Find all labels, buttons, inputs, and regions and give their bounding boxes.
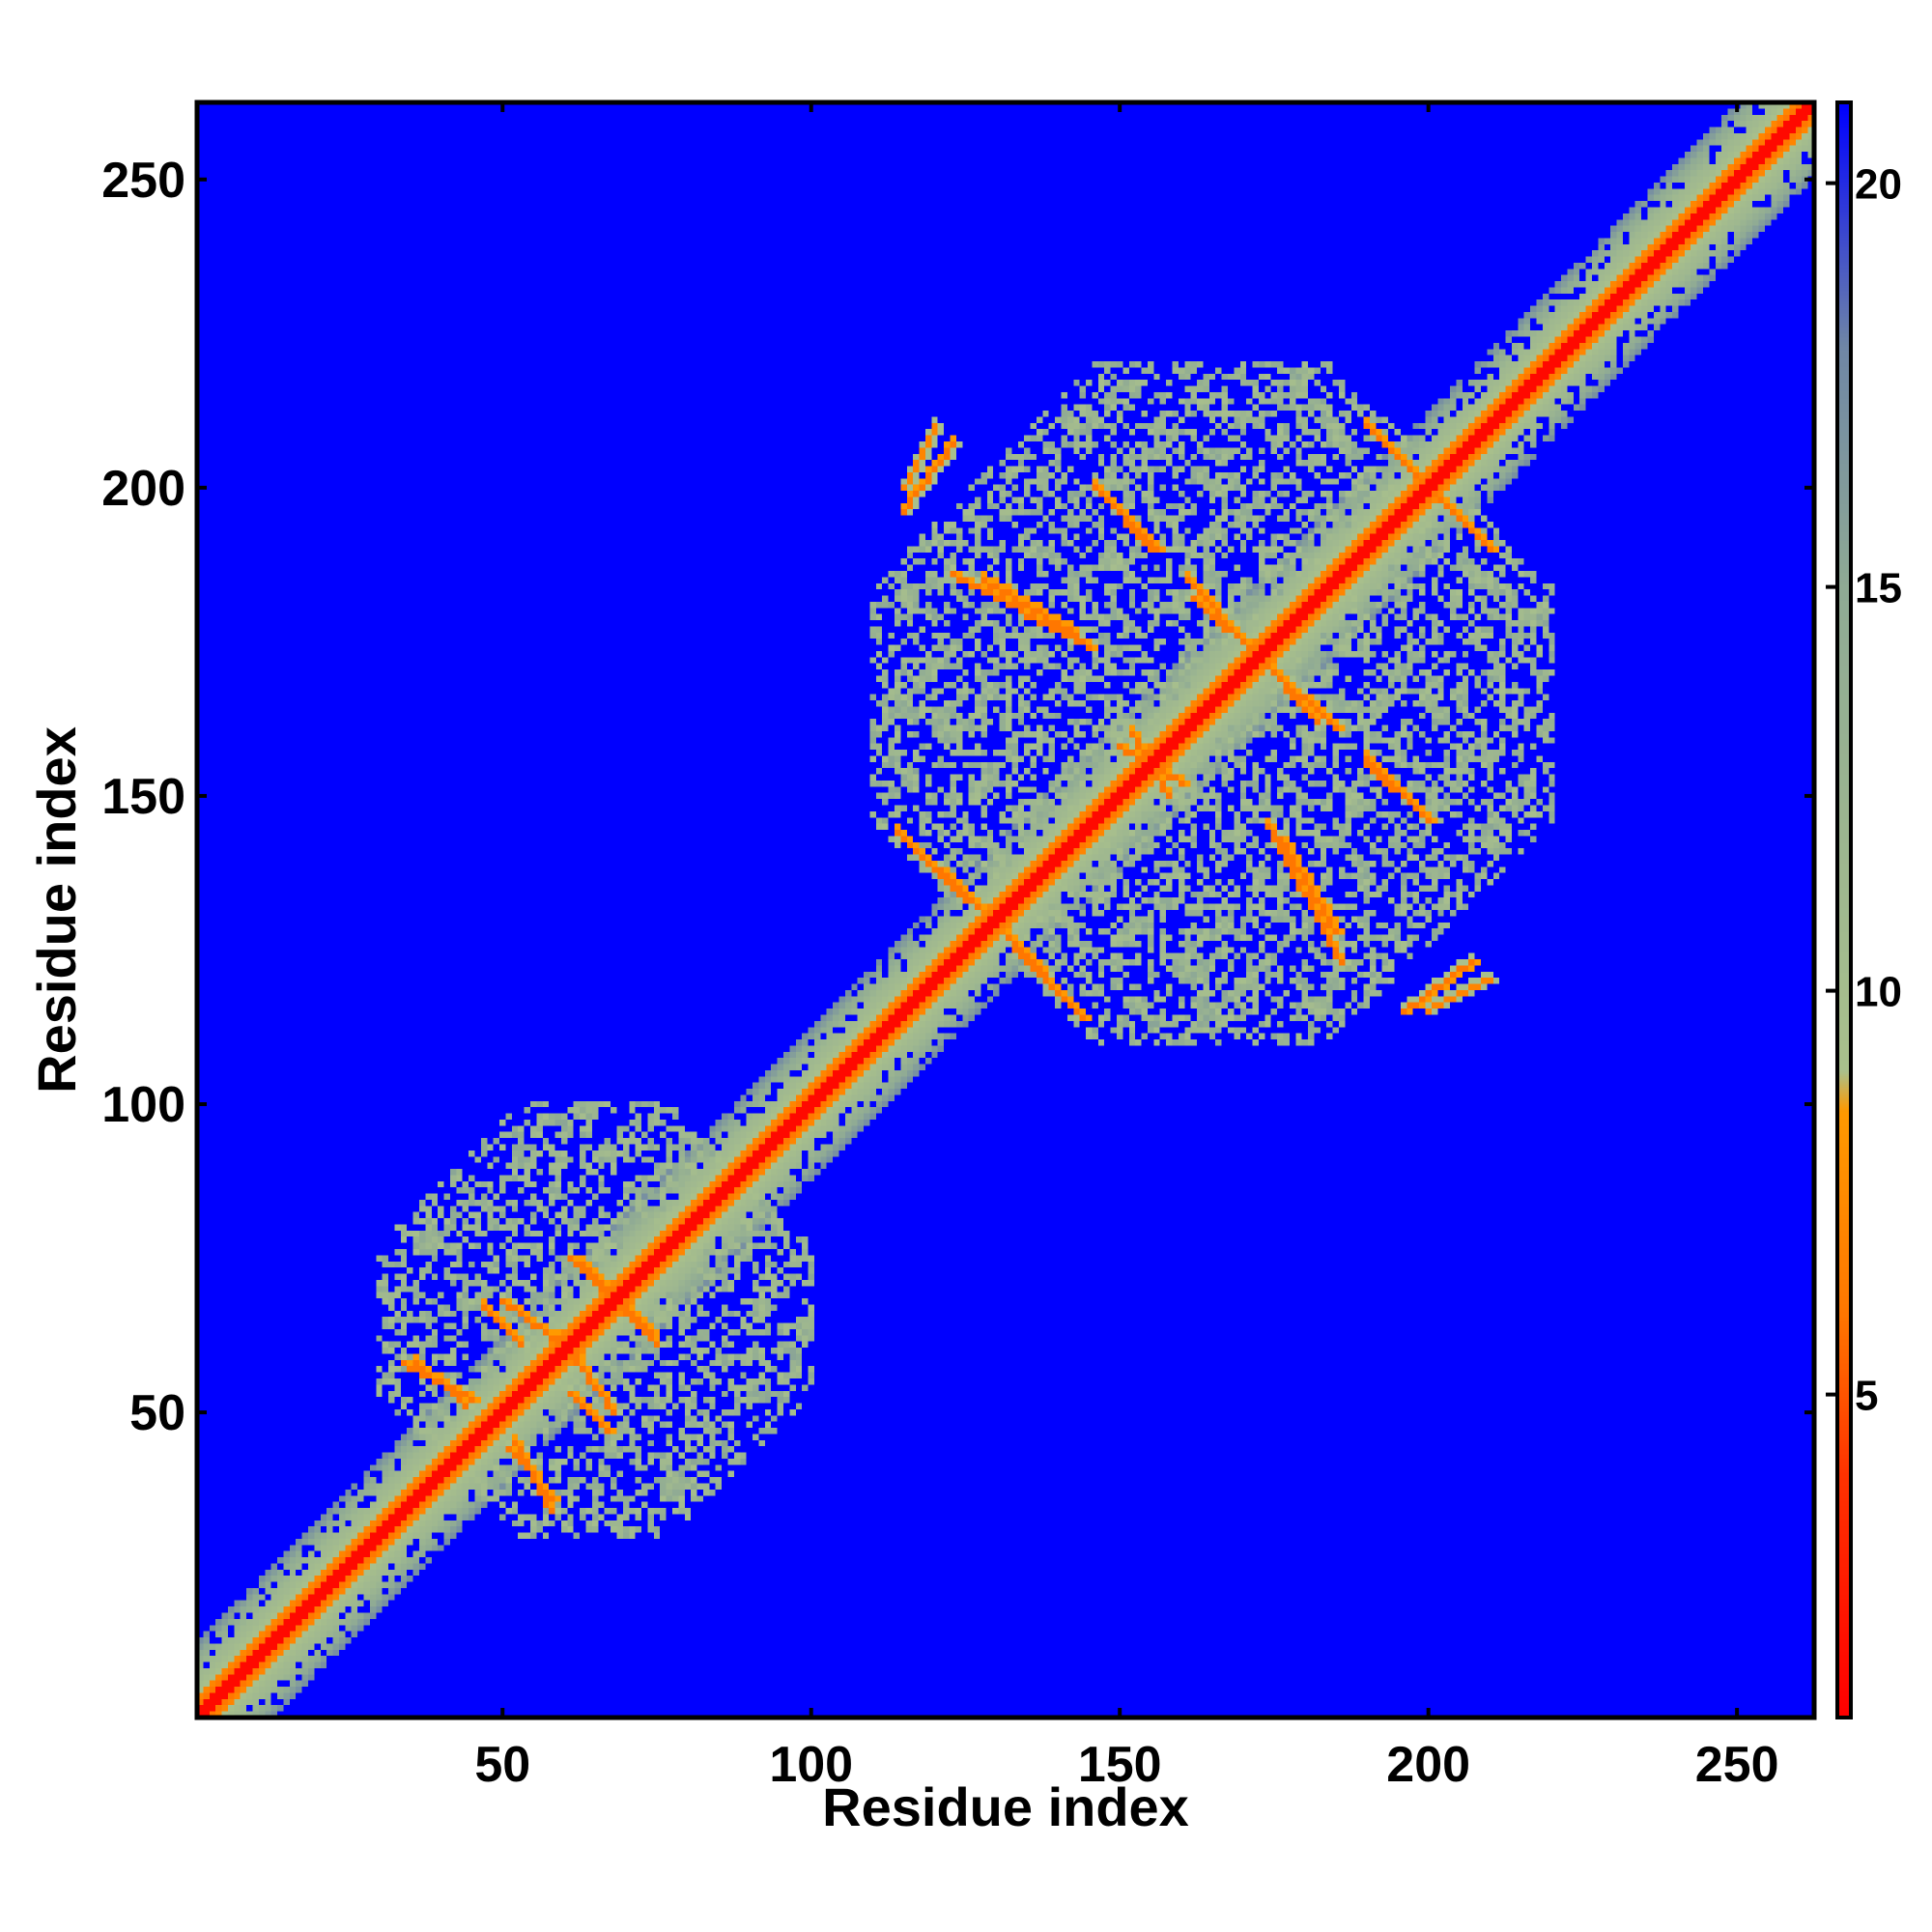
x-tick-label: 150 xyxy=(1078,1737,1162,1793)
colorbar-gradient xyxy=(1837,102,1851,1718)
y-tick-label: 200 xyxy=(101,461,185,517)
colorbar-ticks: 5 10 15 20 xyxy=(1826,161,1902,1420)
x-tick-label: 50 xyxy=(474,1737,530,1793)
colorbar-tick-label: 15 xyxy=(1855,565,1902,612)
heatmap-plot-area xyxy=(197,102,1814,1718)
heatmap-cells xyxy=(197,102,1814,1718)
colorbar-tick-label: 5 xyxy=(1855,1373,1878,1420)
x-axis-ticks: 50 100 150 200 250 xyxy=(474,102,1779,1793)
colorbar-tick-label: 20 xyxy=(1855,161,1902,209)
colorbar-tick-label: 10 xyxy=(1855,969,1902,1016)
y-tick-label: 250 xyxy=(101,153,185,209)
x-tick-label: 250 xyxy=(1695,1737,1779,1793)
x-tick-label: 100 xyxy=(769,1737,853,1793)
plot-frame xyxy=(194,99,1817,1720)
x-axis-title: Residue index xyxy=(822,1776,1189,1837)
y-axis-title: Residue index xyxy=(26,726,87,1094)
colorbar-frame xyxy=(1835,100,1853,1719)
y-tick-label: 150 xyxy=(101,769,185,825)
y-tick-label: 100 xyxy=(101,1077,185,1133)
y-axis-ticks: 50 100 150 200 250 xyxy=(101,153,1814,1441)
y-tick-label: 50 xyxy=(129,1385,185,1441)
x-tick-label: 200 xyxy=(1386,1737,1470,1793)
